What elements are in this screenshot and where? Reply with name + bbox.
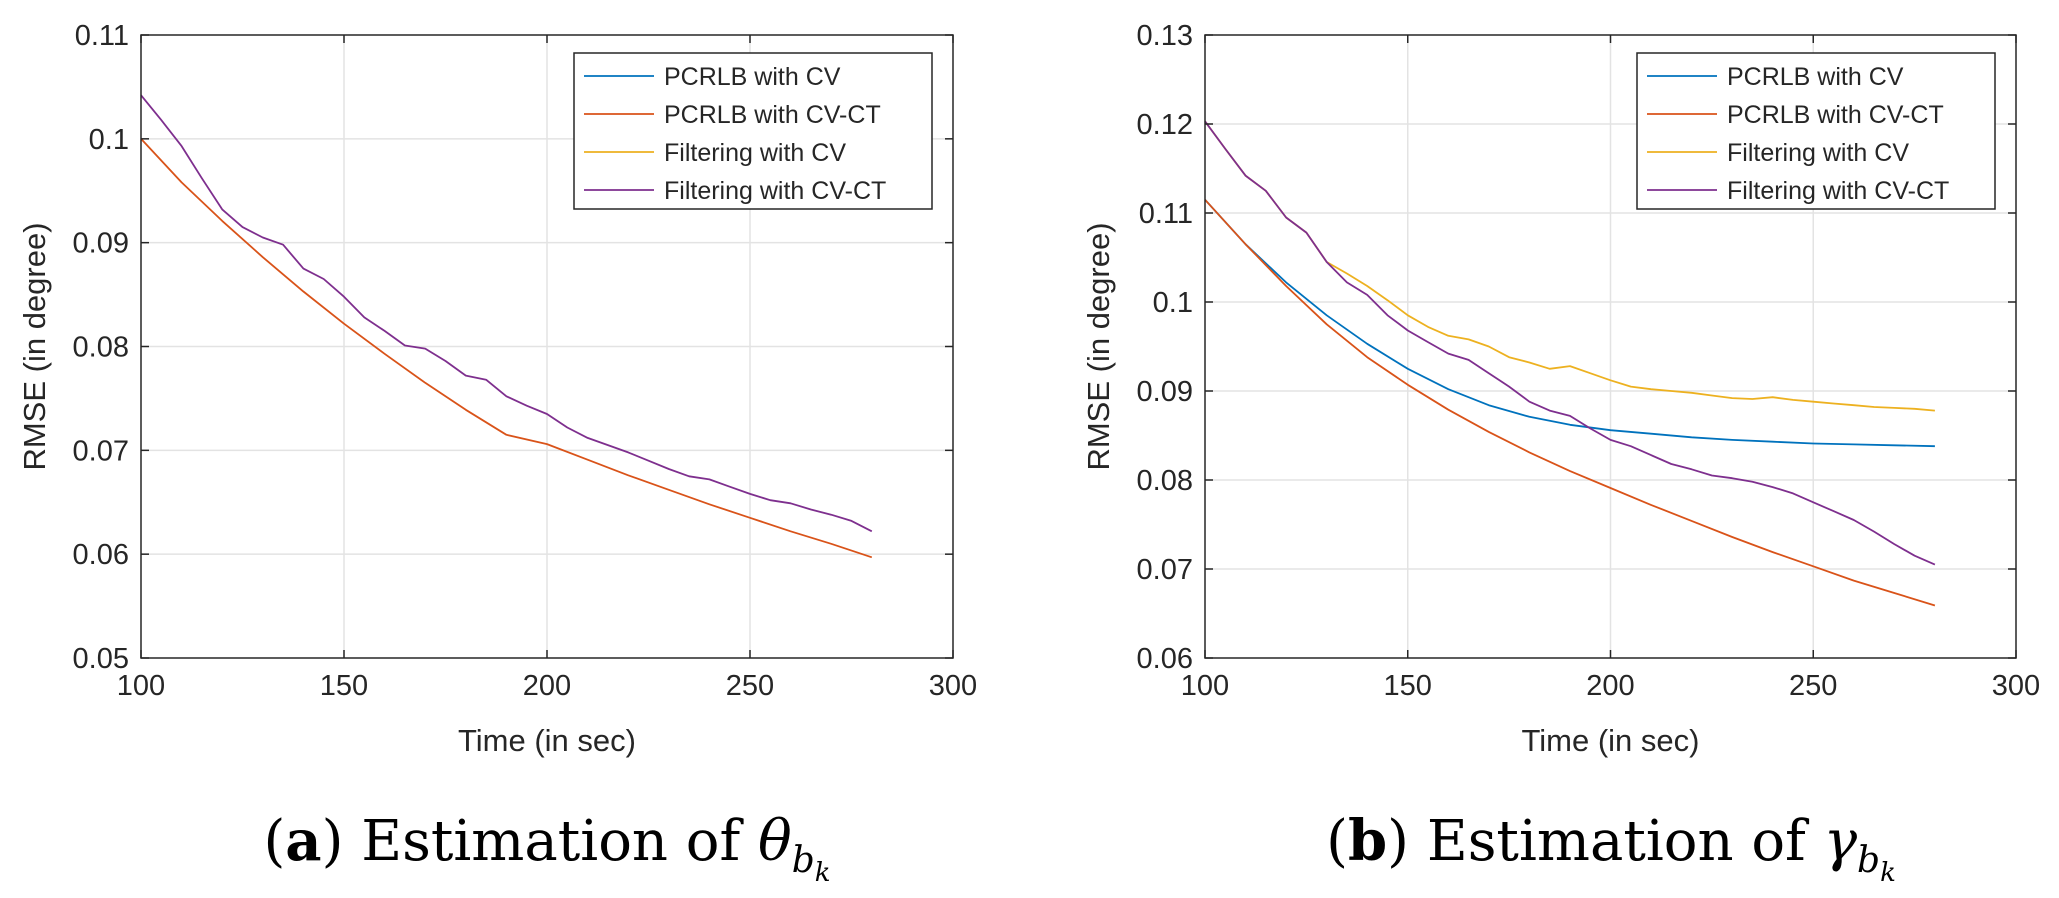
caption-subsubscript: k [815,858,831,888]
legend-label-4: Filtering with CV-CT [1727,177,1949,205]
x-tick-label: 250 [1789,670,1837,702]
y-tick-label: 0.1 [1153,287,1193,319]
y-tick-label: 0.12 [1137,109,1193,141]
x-tick-label: 100 [1181,670,1229,702]
y-tick-label: 0.06 [73,539,129,571]
y-tick-label: 0.09 [1137,376,1193,408]
legend-label-2: PCRLB with CV-CT [1727,101,1944,129]
y-tick-label: 0.07 [1137,554,1193,586]
x-tick-label: 200 [523,670,571,702]
caption-subscript: b [792,840,815,881]
caption-symbol: γ [1824,809,1858,874]
x-axis-label: Time (in sec) [458,723,636,758]
caption-text: Estimation of [1409,809,1824,874]
legend: PCRLB with CV PCRLB with CV-CT Filtering w… [573,52,933,210]
x-tick-label: 100 [117,670,165,702]
x-axis-label: Time (in sec) [1522,723,1700,758]
y-tick-label: 0.11 [75,20,129,52]
series-line-2 [140,138,873,559]
legend-box [573,52,933,210]
x-tick-label: 150 [1384,670,1432,702]
chart-panel-b: 100 150 200 250 300 0.06 0.07 0.08 0.09 0.1 0.11 0.… [1081,20,2040,888]
legend-label-4: Filtering with CV-CT [664,177,886,205]
caption: (a) Estimation of θbk [263,808,830,888]
y-tick-label: 0.11 [1139,198,1193,230]
x-tick-label: 300 [1992,670,2040,702]
caption-paren: ) [322,809,344,874]
caption-letter: b [1348,808,1387,874]
caption-subsubscript: k [1880,858,1896,888]
caption: (b) Estimation of γbk [1326,808,1896,888]
caption-label: ( [263,809,285,874]
legend-label-1: PCRLB with CV [1727,63,1904,91]
y-tick-label: 0.05 [73,643,129,675]
legend-box [1636,52,1996,210]
y-tick-label: 0.1 [89,124,129,156]
caption-subscript: b [1857,840,1880,881]
caption-paren: ) [1387,809,1409,874]
y-axis-label: RMSE (in degree) [17,222,52,470]
legend-label-3: Filtering with CV [664,139,846,167]
x-tick-label: 200 [1586,670,1634,702]
x-tick-label: 250 [726,670,774,702]
series-line-2 [1204,199,1936,607]
y-tick-label: 0.06 [1137,643,1193,675]
legend: PCRLB with CV PCRLB with CV-CT Filtering w… [1636,52,1996,210]
series-line-4 [140,94,873,533]
y-axis-label: RMSE (in degree) [1081,222,1116,470]
y-tick-label: 0.13 [1137,20,1193,52]
legend-label-2: PCRLB with CV-CT [664,101,881,129]
caption-letter: a [285,808,321,874]
y-tick-label: 0.09 [73,228,129,260]
y-tick-label: 0.07 [73,435,129,467]
legend-label-3: Filtering with CV [1727,139,1909,167]
caption-text: Estimation of [343,809,758,874]
caption-symbol: θ [758,809,792,874]
series-line-4 [1204,120,1936,566]
legend-label-1: PCRLB with CV [664,63,841,91]
series-line-1 [1204,199,1935,448]
x-tick-label: 150 [320,670,368,702]
caption-label: ( [1326,809,1348,874]
y-tick-label: 0.08 [73,332,129,364]
x-tick-label: 300 [929,670,977,702]
y-tick-label: 0.08 [1137,465,1193,497]
chart-panel-a: 100 150 200 250 300 0.05 0.06 0.07 0.08 0.09 0.1 0.… [17,20,977,888]
